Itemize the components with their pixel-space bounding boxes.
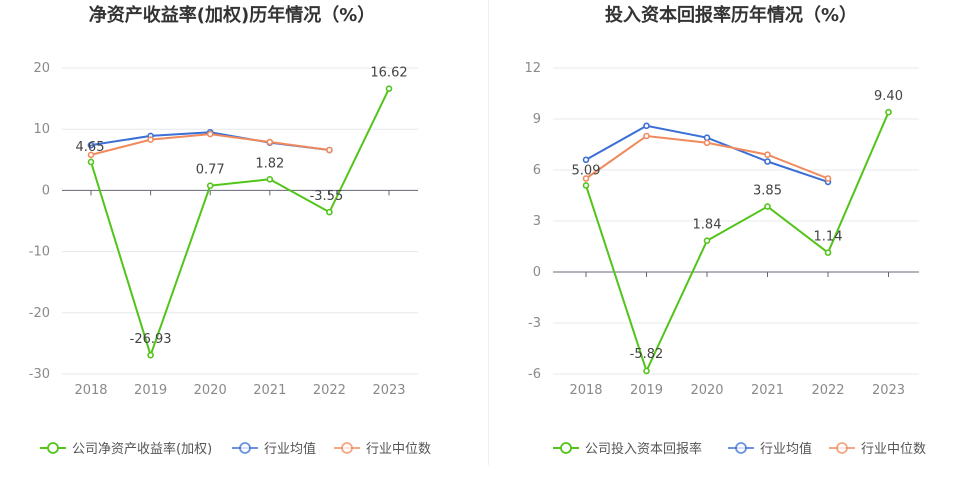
series-line-company (90, 88, 390, 359)
x-tick-label: 2023 (372, 383, 405, 398)
data-label: 3.85 (753, 184, 782, 199)
x-tick-label: 2018 (74, 383, 107, 398)
x-tick-label: 2020 (690, 383, 723, 398)
data-point-company (87, 158, 95, 166)
data-label: 0.77 (196, 163, 225, 178)
y-tick-label: 3 (533, 214, 541, 229)
legend-label-median: 行业中位数 (366, 442, 431, 457)
data-label: 1.14 (814, 230, 843, 245)
x-tick-label: 2023 (872, 383, 905, 398)
y-tick-label: 12 (524, 61, 541, 76)
x-tick-label: 2019 (630, 383, 663, 398)
x-tick-label: 2022 (313, 383, 346, 398)
roic-chart: 投入资本回报率历年情况（%） 12 9 6 3 0 -3 -6 2018 2019 2020 2021… (524, 4, 926, 457)
data-point-company (703, 237, 711, 245)
data-point-company (385, 85, 393, 92)
data-label: -26.93 (130, 332, 172, 347)
data-point-median (147, 136, 154, 143)
legend-marker-avg (239, 442, 251, 454)
legend-label-avg: 行业均值 (264, 441, 316, 457)
y-tick-label: 6 (533, 163, 541, 178)
data-label: -5.82 (630, 347, 664, 362)
series-line-company (585, 111, 890, 374)
y-tick-label: 10 (33, 122, 50, 137)
y-tick-label: 20 (33, 61, 50, 76)
legend-label-company: 公司净资产收益率(加权) (72, 441, 212, 457)
data-label: 1.82 (255, 156, 284, 171)
data-point-company (147, 351, 154, 359)
chart-panel-roe: 净资产收益率(加权)历年情况（%） 20 10 0 -10 -20 -30 2018 2019 2… (29, 4, 431, 457)
data-point-median (643, 132, 650, 140)
data-point-median (326, 146, 333, 154)
chart-panel-roic: 投入资本回报率历年情况（%） 12 9 6 3 0 -3 -6 2018 2019 2020 2021… (489, 0, 974, 500)
y-tick-label: -3 (528, 316, 541, 331)
data-point-median (764, 151, 771, 158)
data-point-avg (87, 141, 95, 149)
x-tick-label: 2021 (253, 383, 286, 398)
y-tick-label: -30 (29, 367, 50, 382)
data-point-median (824, 175, 832, 182)
data-label: 16.62 (370, 66, 407, 81)
data-point-company (206, 182, 214, 189)
x-tick-label: 2022 (811, 383, 844, 398)
chart-title: 净资产收益率(加权)历年情况（%） (89, 4, 376, 26)
data-point-avg (703, 134, 711, 141)
data-label: 4.65 (76, 140, 105, 155)
legend-marker-avg (735, 442, 747, 454)
y-tick-label: 0 (42, 183, 50, 198)
data-point-avg (764, 158, 771, 165)
data-point-median (206, 130, 214, 138)
legend-marker-median (836, 442, 848, 454)
data-point-median (703, 139, 711, 147)
legend-marker-company (47, 442, 59, 454)
x-tick-label: 2018 (569, 383, 602, 398)
data-point-median (582, 175, 590, 182)
y-tick-label: 0 (533, 265, 541, 280)
data-point-company (266, 175, 274, 183)
data-label: 5.09 (572, 163, 601, 178)
legend-label-avg: 行业均值 (760, 441, 812, 457)
data-point-avg (643, 122, 650, 130)
data-point-company (326, 208, 333, 216)
data-point-company (885, 108, 892, 116)
y-tick-label: 9 (533, 112, 541, 127)
data-label: -3.55 (310, 189, 344, 204)
data-label: 1.84 (693, 218, 722, 233)
legend-label-company: 公司投入资本回报率 (585, 441, 702, 457)
chart-title: 投入资本回报率历年情况（%） (605, 4, 857, 26)
data-point-company (582, 182, 590, 189)
panel-divider (488, 0, 489, 465)
x-tick-label: 2021 (751, 383, 784, 398)
legend-label-median: 行业中位数 (861, 442, 926, 457)
data-point-median (266, 138, 274, 146)
data-point-median (87, 151, 95, 159)
data-point-avg (582, 156, 590, 164)
y-tick-label: -6 (528, 367, 541, 382)
data-point-company (764, 203, 771, 210)
data-point-company (824, 249, 832, 256)
y-tick-label: -20 (29, 306, 50, 321)
data-label: 9.40 (874, 89, 903, 104)
legend-marker-median (341, 442, 353, 454)
roe-chart: 净资产收益率(加权)历年情况（%） 20 10 0 -10 -20 -30 2018 2019 2… (29, 4, 431, 457)
legend-marker-company (560, 442, 572, 454)
x-tick-label: 2020 (194, 383, 227, 398)
data-point-company (643, 367, 650, 375)
x-tick-label: 2019 (134, 383, 167, 398)
y-tick-label: -10 (29, 245, 50, 260)
